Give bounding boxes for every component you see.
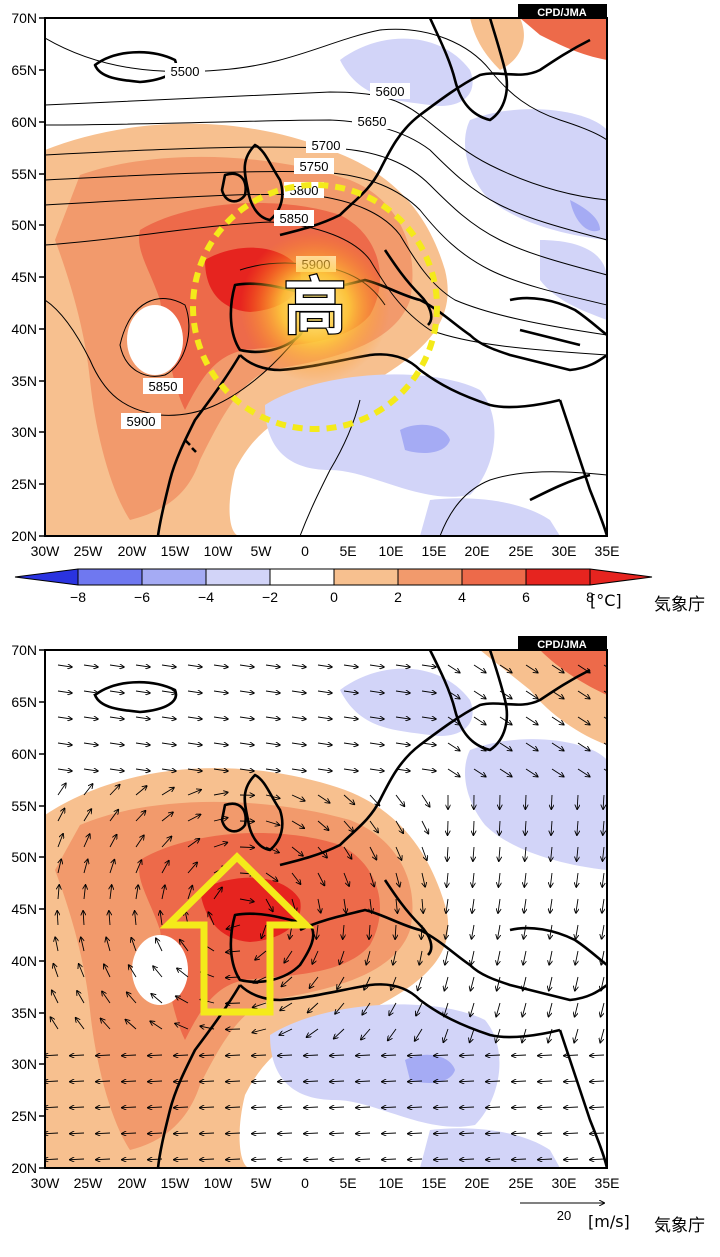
- lat-label: 70N: [11, 642, 37, 658]
- wind-vector: [525, 795, 526, 809]
- lon-label: 30E: [552, 543, 577, 559]
- lat-label: 40N: [11, 953, 37, 969]
- lat-label: 55N: [11, 798, 37, 814]
- lon-label: 20E: [465, 1175, 490, 1191]
- lon-label: 35E: [595, 1175, 620, 1191]
- wind-vector: [448, 821, 449, 835]
- colorbar-tick: 0: [330, 589, 338, 605]
- contour-label: 5650: [358, 114, 387, 129]
- lon-label: 10E: [379, 1175, 404, 1191]
- contour-label: 5700: [312, 138, 341, 153]
- lat-label: 50N: [11, 217, 37, 233]
- lat-label: 60N: [11, 114, 37, 130]
- lon-label: 20W: [118, 543, 148, 559]
- lon-label: 20E: [465, 543, 490, 559]
- lat-label: 65N: [11, 694, 37, 710]
- lon-label: 5E: [339, 1175, 356, 1191]
- colorbar-tick: 2: [394, 589, 402, 605]
- wind-vector: [240, 847, 254, 848]
- latitude-labels: 70N 65N 60N 55N 50N 45N 40N 35N 30N 25N …: [11, 642, 37, 1176]
- contour-label: 5500: [171, 64, 200, 79]
- lon-label: 0: [301, 543, 309, 559]
- colorbar-tick: −2: [262, 589, 278, 605]
- lon-label: 30W: [31, 543, 61, 559]
- lat-label: 25N: [11, 1108, 37, 1124]
- lon-label: 25E: [509, 543, 534, 559]
- contour-label: 5850: [149, 379, 178, 394]
- colorbar-tick: 6: [522, 589, 530, 605]
- lon-label: 30E: [552, 1175, 577, 1191]
- lon-label: 15E: [422, 1175, 447, 1191]
- colorbar: −8 −6 −4 −2 0 2 4 6 8: [15, 569, 652, 605]
- lon-label: 0: [301, 1175, 309, 1191]
- temperature-height-map: 5500 5600 5650 5700 5750 5800 5850 5900 …: [0, 0, 720, 615]
- lat-label: 45N: [11, 901, 37, 917]
- lon-label: 5E: [339, 543, 356, 559]
- wind-anomaly-map: CPD/JMA 70N 65N 60N 55N 50N 45N 40N 35N …: [0, 625, 720, 1252]
- wind-vector: [473, 821, 474, 835]
- lat-label: 25N: [11, 476, 37, 492]
- contour-label: 5600: [376, 84, 405, 99]
- lat-label: 40N: [11, 321, 37, 337]
- contour-label: 5850: [280, 211, 309, 226]
- lat-label: 45N: [11, 269, 37, 285]
- lon-label: 35E: [595, 543, 620, 559]
- anomaly-shading: [44, 650, 616, 1168]
- lon-label: 25W: [74, 543, 104, 559]
- lon-label: 15W: [161, 1175, 191, 1191]
- lon-label: 15W: [161, 543, 191, 559]
- lat-label: 20N: [11, 1160, 37, 1176]
- lon-label: 10W: [204, 1175, 234, 1191]
- wind-anomaly-map-panel: CPD/JMA 70N 65N 60N 55N 50N 45N 40N 35N …: [0, 625, 720, 1252]
- lat-label: 35N: [11, 1005, 37, 1021]
- high-pressure-label: 高: [284, 273, 346, 342]
- lon-label: 10E: [379, 543, 404, 559]
- colorbar-tick: −8: [70, 589, 86, 605]
- lat-label: 70N: [11, 10, 37, 26]
- lat-label: 50N: [11, 849, 37, 865]
- wind-unit: [m/s]: [588, 1212, 630, 1231]
- lat-label: 30N: [11, 1056, 37, 1072]
- colorbar-tick: −6: [134, 589, 150, 605]
- latitude-labels: 70N 65N 60N 55N 50N 45N 40N 35N 30N 25N …: [11, 10, 37, 544]
- wind-vector: [226, 1003, 240, 1004]
- lon-label: 30W: [31, 1175, 61, 1191]
- lon-label: 20W: [118, 1175, 148, 1191]
- lon-label: 15E: [422, 543, 447, 559]
- lon-label: 25E: [509, 1175, 534, 1191]
- lat-label: 65N: [11, 62, 37, 78]
- lat-label: 60N: [11, 746, 37, 762]
- lat-label: 30N: [11, 424, 37, 440]
- longitude-labels: 30W 25W 20W 15W 10W 5W 0 5E 10E 15E 20E …: [31, 1175, 620, 1191]
- lat-label: 35N: [11, 373, 37, 389]
- lon-label: 10W: [204, 543, 234, 559]
- lat-label: 55N: [11, 166, 37, 182]
- agency-label: 気象庁: [654, 590, 705, 615]
- agency-label: 気象庁: [654, 1211, 705, 1236]
- lon-label: 5W: [251, 1175, 273, 1191]
- lon-label: 5W: [251, 543, 273, 559]
- temperature-height-map-panel: 5500 5600 5650 5700 5750 5800 5850 5900 …: [0, 0, 720, 615]
- colorbar-tick: 4: [458, 589, 466, 605]
- longitude-labels: 30W 25W 20W 15W 10W 5W 0 5E 10E 15E 20E …: [31, 543, 620, 559]
- credit-label: CPD/JMA: [537, 639, 587, 651]
- lat-label: 20N: [11, 528, 37, 544]
- contour-label: 5750: [300, 159, 329, 174]
- colorbar-unit: [°C]: [590, 591, 622, 610]
- colorbar-tick: −4: [198, 589, 214, 605]
- lon-label: 25W: [74, 1175, 104, 1191]
- contour-label: 5900: [127, 414, 156, 429]
- reference-vector-label: 20: [557, 1208, 571, 1223]
- credit-label: CPD/JMA: [537, 7, 587, 19]
